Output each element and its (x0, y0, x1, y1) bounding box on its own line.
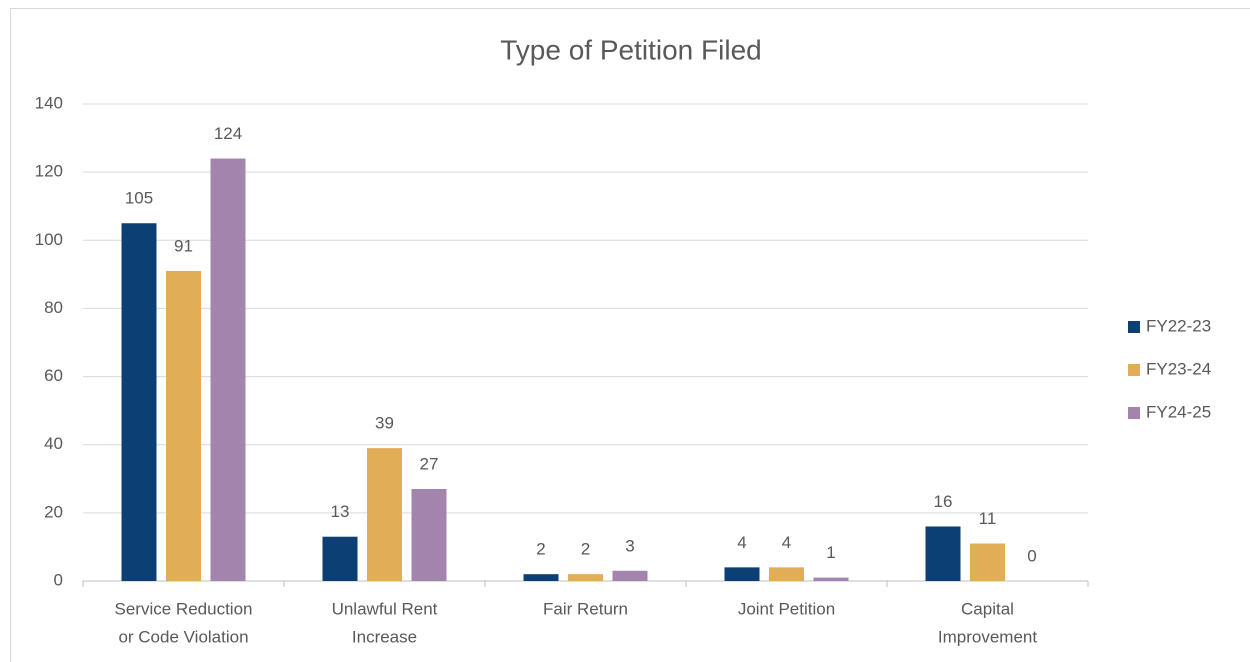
y-tick-label: 20 (44, 502, 63, 521)
data-label: 91 (174, 236, 193, 255)
x-tick-label: Increase (352, 627, 417, 646)
bar (411, 489, 447, 581)
x-tick-label: Fair Return (543, 599, 628, 618)
bar (769, 567, 804, 581)
bar (970, 543, 1005, 581)
bar (813, 577, 849, 581)
bar (523, 574, 559, 581)
legend-swatch (1128, 364, 1140, 376)
data-label: 124 (214, 124, 242, 143)
bar (724, 567, 760, 581)
y-tick-label: 60 (44, 366, 63, 385)
data-label: 16 (934, 492, 953, 511)
bar (166, 270, 201, 581)
bar (612, 570, 648, 581)
data-label: 2 (581, 540, 590, 559)
x-tick-label: Improvement (938, 627, 1037, 646)
bar (568, 574, 603, 581)
legend-swatch (1128, 321, 1140, 333)
data-label: 4 (782, 533, 791, 552)
x-tick-label: or Code Violation (118, 627, 248, 646)
data-label: 4 (737, 533, 746, 552)
bar (925, 526, 961, 581)
legend-swatch (1128, 407, 1140, 419)
legend-label: FY22-23 (1146, 316, 1211, 335)
data-label: 3 (625, 536, 634, 555)
data-label: 39 (375, 414, 394, 433)
y-tick-label: 100 (35, 230, 63, 249)
x-tick-label: Capital (961, 599, 1014, 618)
y-tick-label: 80 (44, 298, 63, 317)
y-tick-label: 140 (35, 93, 63, 112)
data-label: 13 (331, 502, 350, 521)
x-tick-label: Unlawful Rent (332, 599, 438, 618)
y-tick-label: 40 (44, 434, 63, 453)
bar (367, 448, 402, 581)
data-label: 27 (420, 454, 439, 473)
data-label: 105 (125, 189, 153, 208)
data-label: 11 (979, 509, 997, 528)
y-tick-label: 0 (54, 570, 63, 589)
bar (322, 536, 358, 581)
data-label: 0 (1027, 546, 1036, 565)
y-tick-label: 120 (35, 162, 63, 181)
x-tick-label: Joint Petition (738, 599, 835, 618)
data-label: 1 (826, 543, 835, 562)
x-tick-label: Service Reduction (115, 599, 253, 618)
legend-label: FY24-25 (1146, 402, 1211, 421)
bar (210, 158, 246, 581)
data-label: 2 (536, 540, 545, 559)
legend-label: FY23-24 (1146, 359, 1211, 378)
chart-title: Type of Petition Filed (500, 34, 761, 65)
bar (121, 223, 157, 581)
